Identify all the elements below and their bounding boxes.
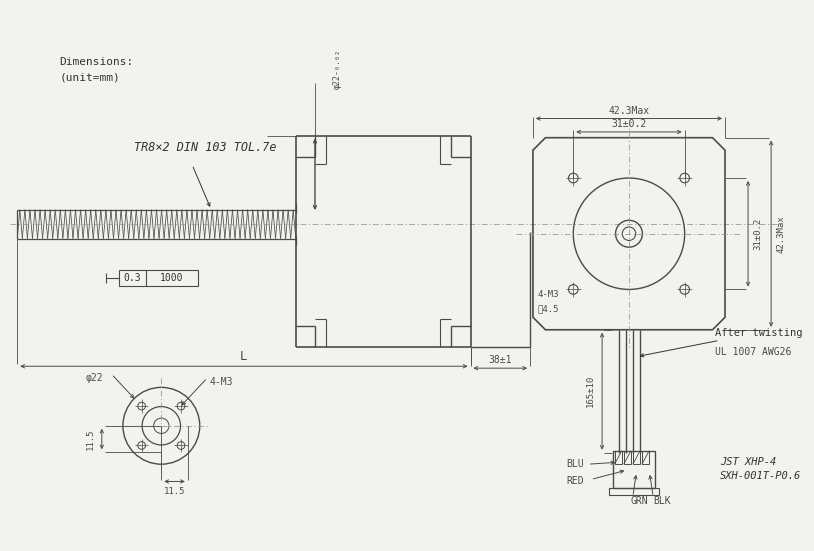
Text: 31±0.2: 31±0.2 — [611, 119, 646, 129]
Text: 4-M3: 4-M3 — [209, 377, 233, 387]
Text: 11.5: 11.5 — [85, 428, 94, 450]
Text: Dimensions:: Dimensions: — [59, 57, 133, 67]
Text: After twisting: After twisting — [641, 327, 803, 357]
Text: φ22: φ22 — [86, 373, 103, 383]
Text: BLK: BLK — [653, 496, 671, 506]
Text: TR8×2 DIN 103 TOL.7e: TR8×2 DIN 103 TOL.7e — [134, 141, 277, 154]
Text: 4-M3: 4-M3 — [538, 290, 559, 299]
Text: 0.3: 0.3 — [124, 273, 142, 283]
Text: 42.3Max: 42.3Max — [608, 106, 650, 116]
Text: 11.5: 11.5 — [164, 487, 186, 495]
Text: BLU: BLU — [567, 459, 584, 469]
Text: φ22-₀.₀₂: φ22-₀.₀₂ — [332, 48, 341, 89]
Text: 31±0.2: 31±0.2 — [754, 218, 763, 250]
Text: 165±10: 165±10 — [585, 375, 594, 407]
Text: UL 1007 AWG26: UL 1007 AWG26 — [716, 347, 792, 357]
Text: GRN: GRN — [631, 496, 649, 506]
Text: RED: RED — [567, 477, 584, 487]
Text: 淲4.5: 淲4.5 — [538, 304, 559, 313]
Text: SXH-001T-P0.6: SXH-001T-P0.6 — [720, 471, 802, 480]
Text: (unit=mm): (unit=mm) — [59, 72, 120, 83]
Text: 42.3Max: 42.3Max — [777, 215, 786, 252]
Text: JST XHP-4: JST XHP-4 — [720, 457, 777, 467]
Text: 38±1: 38±1 — [488, 354, 512, 365]
Text: 1000: 1000 — [160, 273, 184, 283]
Text: L: L — [240, 350, 247, 363]
